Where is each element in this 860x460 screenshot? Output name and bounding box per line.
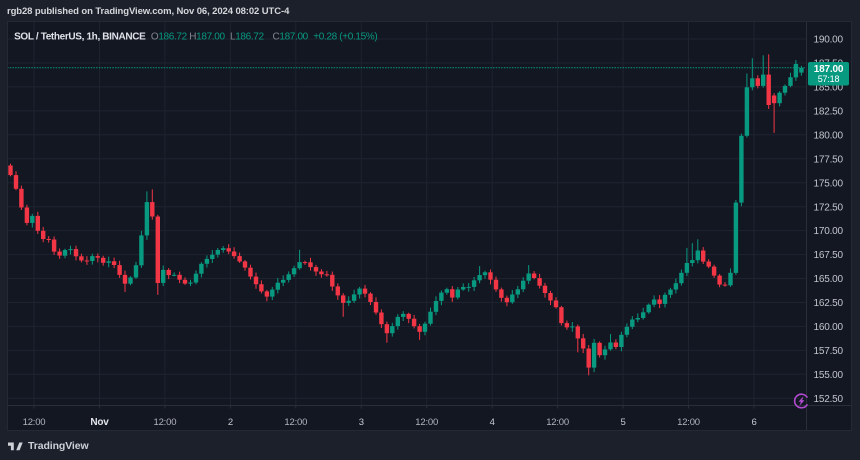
svg-text:180.00: 180.00 xyxy=(814,130,844,141)
svg-text:155.00: 155.00 xyxy=(814,370,844,381)
svg-text:177.50: 177.50 xyxy=(814,154,844,165)
svg-text:190.00: 190.00 xyxy=(814,35,844,46)
svg-text:187.00: 187.00 xyxy=(814,64,844,75)
svg-text:Nov: Nov xyxy=(90,417,109,428)
svg-text:185.00: 185.00 xyxy=(814,83,844,94)
svg-text:167.50: 167.50 xyxy=(814,250,844,261)
svg-text:2: 2 xyxy=(228,417,233,428)
svg-text:182.50: 182.50 xyxy=(814,107,844,118)
svg-text:12:00: 12:00 xyxy=(284,417,307,428)
svg-text:175.00: 175.00 xyxy=(814,178,844,189)
svg-text:SOL / TetherUS, 1h, BINANCE: SOL / TetherUS, 1h, BINANCE xyxy=(14,31,146,42)
svg-text:57:18: 57:18 xyxy=(818,74,840,84)
svg-text:5: 5 xyxy=(621,417,626,428)
svg-text:12:00: 12:00 xyxy=(415,417,438,428)
svg-text:152.50: 152.50 xyxy=(814,394,844,405)
svg-text:12:00: 12:00 xyxy=(546,417,569,428)
svg-text:O186.72: O186.72 xyxy=(151,31,188,42)
svg-text:170.00: 170.00 xyxy=(814,226,844,237)
svg-text:+0.28 (+0.15%): +0.28 (+0.15%) xyxy=(313,31,377,42)
svg-text:160.00: 160.00 xyxy=(814,322,844,333)
svg-text:6: 6 xyxy=(751,417,756,428)
svg-text:157.50: 157.50 xyxy=(814,346,844,357)
svg-text:162.50: 162.50 xyxy=(814,298,844,309)
svg-text:3: 3 xyxy=(359,417,364,428)
svg-text:165.00: 165.00 xyxy=(814,274,844,285)
svg-text:L186.72: L186.72 xyxy=(230,31,264,42)
svg-text:12:00: 12:00 xyxy=(154,417,177,428)
svg-text:4: 4 xyxy=(490,417,495,428)
svg-text:C187.00: C187.00 xyxy=(273,31,309,42)
svg-text:172.50: 172.50 xyxy=(814,202,844,213)
svg-text:H187.00: H187.00 xyxy=(189,31,225,42)
svg-text:12:00: 12:00 xyxy=(23,417,46,428)
svg-text:12:00: 12:00 xyxy=(677,417,700,428)
